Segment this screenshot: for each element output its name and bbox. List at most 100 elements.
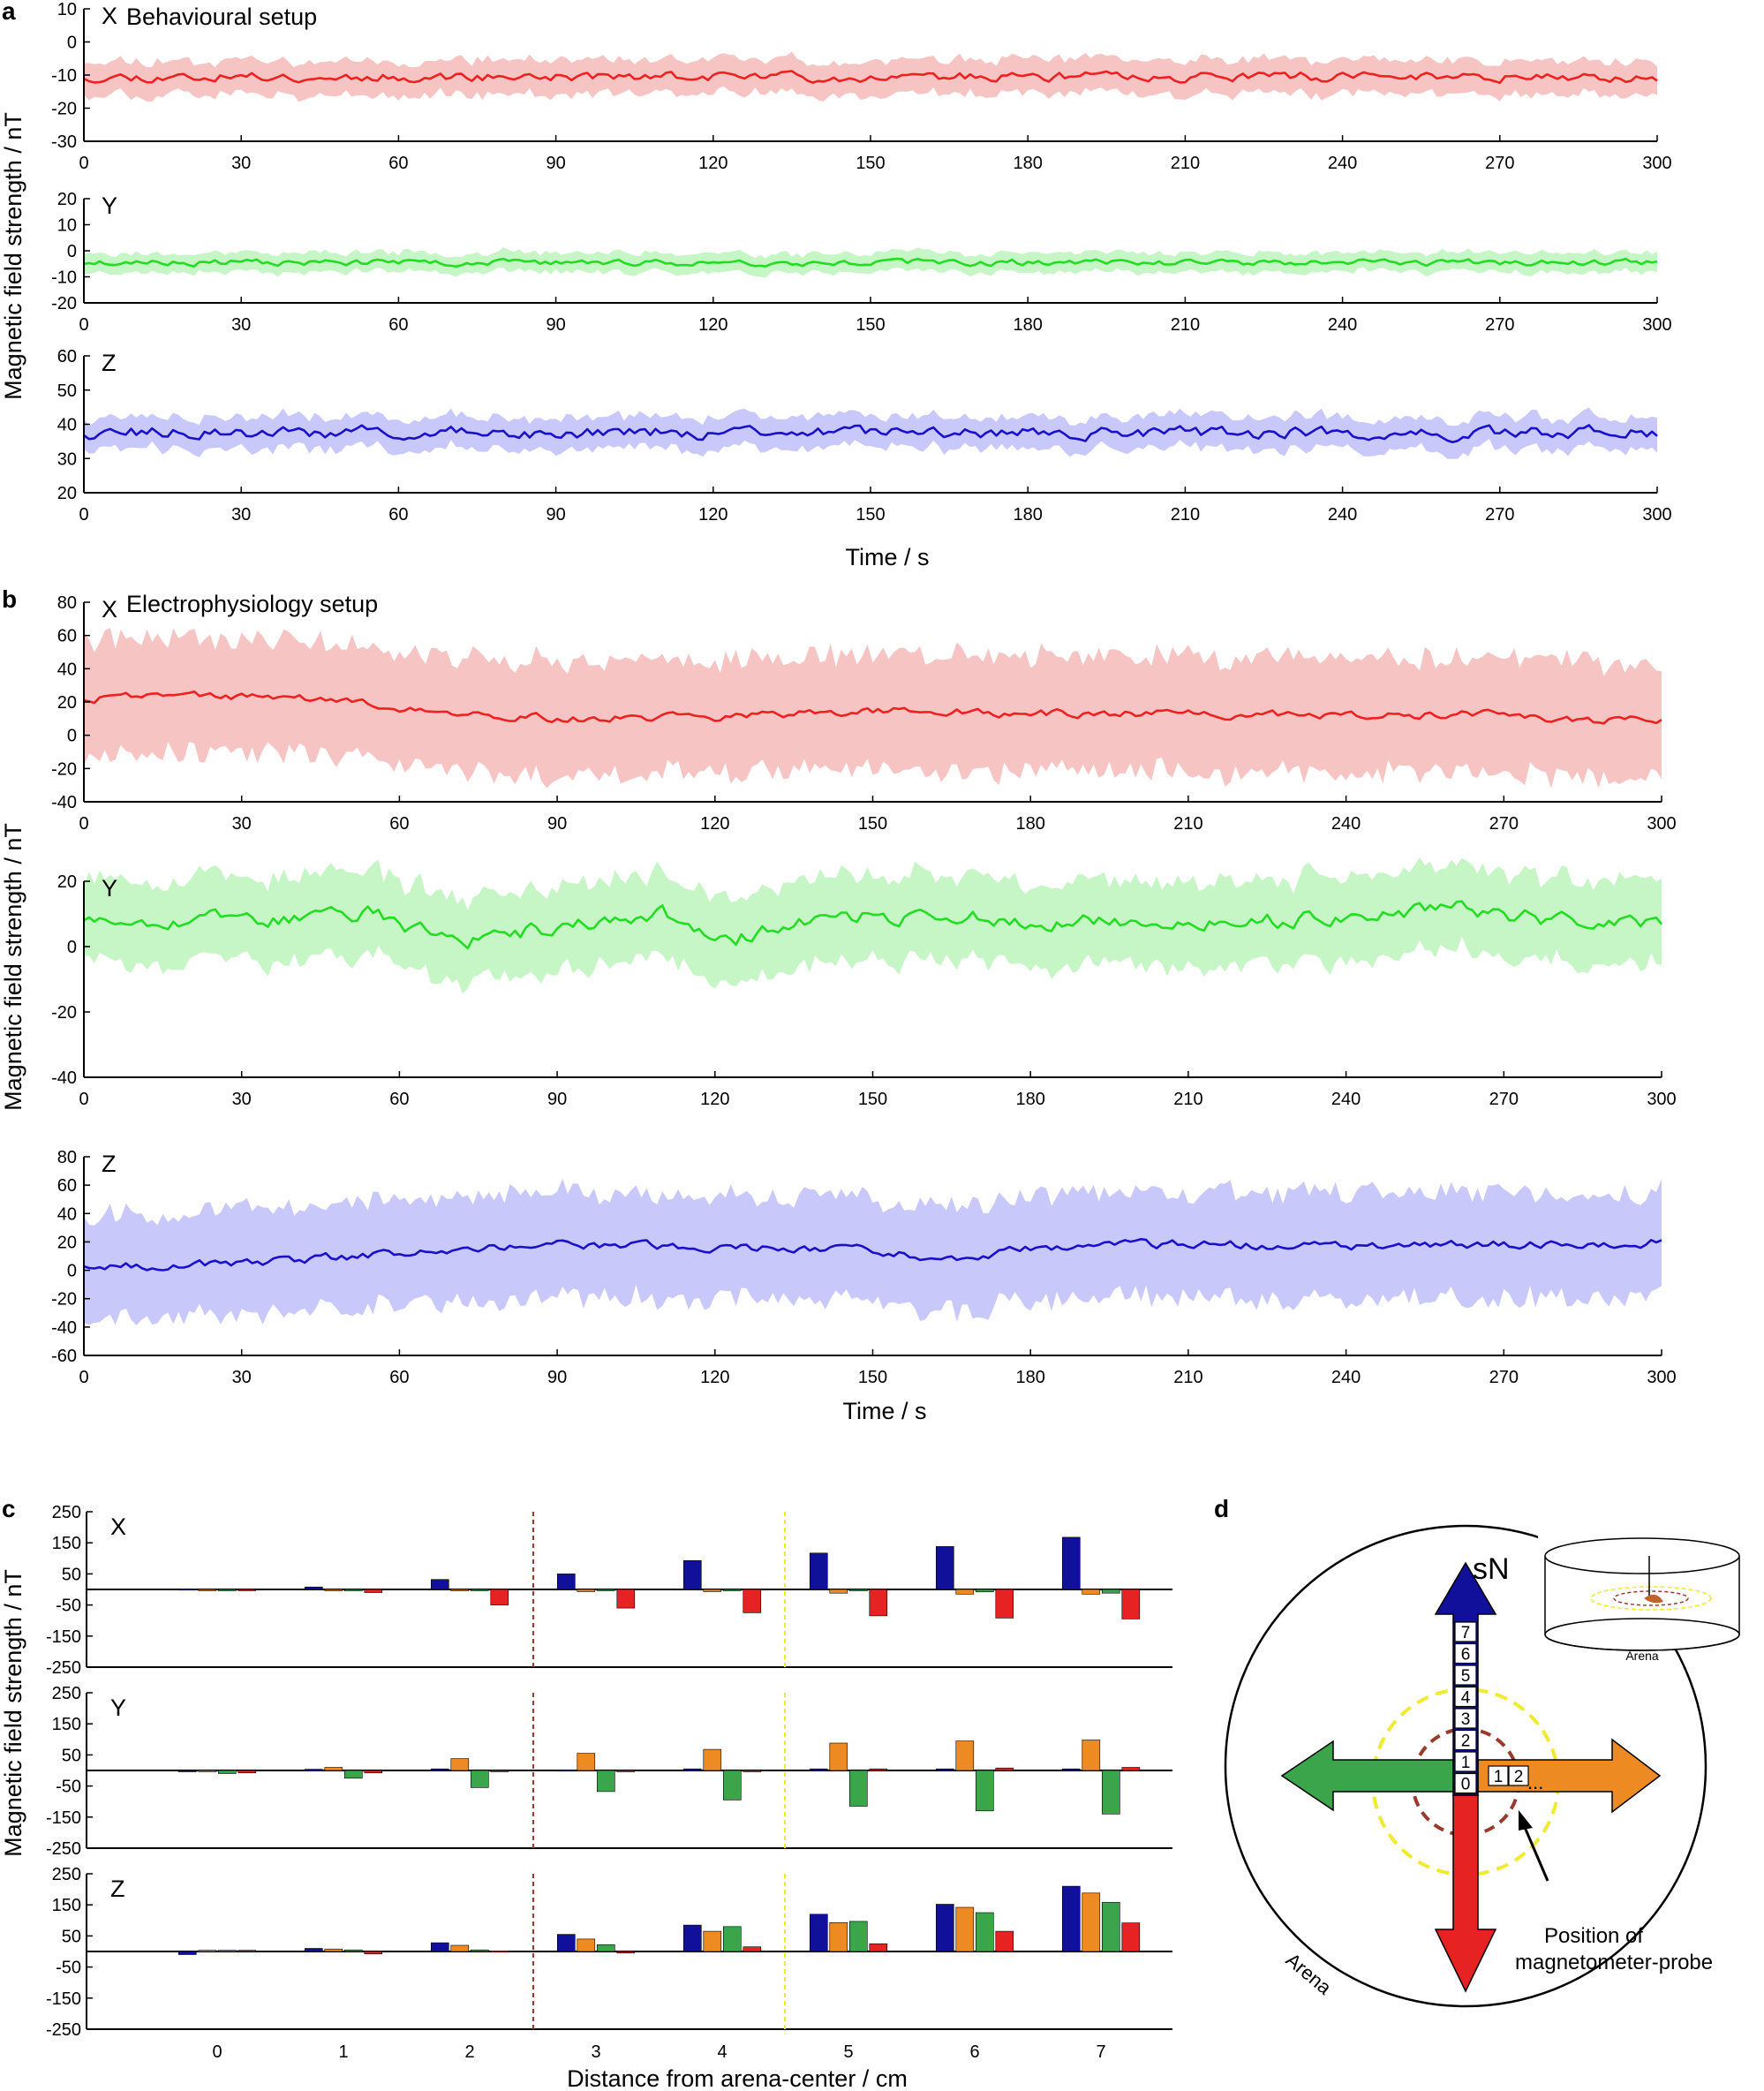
bar-c-z-7-2	[1102, 1902, 1120, 1952]
x-tick-label-b-x: 180	[1016, 814, 1045, 834]
x-tick-label-b-y: 210	[1173, 1090, 1202, 1109]
x-tick-label-b-y: 90	[547, 1090, 567, 1109]
bar-c-z-2-3	[490, 1951, 509, 1953]
y-tick-label-a-z: 30	[57, 449, 77, 469]
y-tick-label-c-z: -150	[46, 1989, 81, 2009]
bar-c-x-2-0	[430, 1579, 449, 1590]
x-tick-label-b-z: 30	[232, 1368, 252, 1387]
distance-box-east-2	[1508, 1765, 1529, 1786]
bar-c-x-3-2	[596, 1589, 615, 1591]
y-tick-label-c-y: -250	[46, 1839, 81, 1859]
bar-c-x-1-0	[304, 1586, 323, 1590]
x-tick-label-c: 4	[717, 2042, 727, 2062]
y-tick-label-b-y: 0	[67, 938, 77, 957]
mean-line-b-x	[83, 691, 1662, 725]
x-tick-label-a-y: 150	[856, 315, 885, 335]
distance-number-east-2: 2	[1514, 1768, 1524, 1786]
bar-c-x-2-1	[450, 1589, 470, 1591]
distance-number-north-7: 7	[1461, 1624, 1471, 1642]
x-tick-label-b-y: 0	[79, 1090, 88, 1109]
panel-letter-c: c	[2, 1495, 16, 1522]
x-tick-label-b-z: 0	[79, 1368, 88, 1387]
inset-cylinder-top	[1544, 1537, 1740, 1574]
bar-c-y-7-0	[1062, 1768, 1081, 1771]
panel-a-xlabel: Time / s	[845, 544, 929, 570]
bar-c-z-3-3	[616, 1951, 636, 1954]
south-arrow	[1434, 1794, 1497, 1993]
distance-box-north-5	[1454, 1664, 1477, 1686]
x-tick-label-b-x: 0	[79, 814, 88, 834]
bar-c-y-6-2	[976, 1770, 994, 1812]
x-tick-label-b-x: 150	[858, 814, 887, 834]
x-tick-label-a-x: 90	[546, 154, 565, 173]
bar-c-x-4-3	[743, 1589, 762, 1613]
y-tick-label-a-x: 10	[57, 0, 77, 19]
bar-c-z-6-1	[955, 1906, 975, 1952]
bar-c-y-4-1	[703, 1748, 722, 1771]
x-tick-label-a-y: 300	[1642, 315, 1671, 335]
bar-c-z-2-2	[470, 1949, 489, 1952]
bar-c-x-5-1	[829, 1589, 848, 1594]
x-tick-label-a-x: 150	[856, 154, 885, 173]
bar-c-x-4-0	[682, 1560, 702, 1590]
y-tick-label-c-x: 250	[52, 1503, 81, 1522]
component-label-b-x: X	[102, 596, 117, 623]
y-tick-label-c-x: -50	[56, 1597, 81, 1616]
bar-c-y-1-0	[304, 1769, 323, 1771]
bar-c-z-5-0	[809, 1914, 828, 1952]
x-tick-label-b-z: 270	[1489, 1368, 1519, 1387]
x-tick-label-a-x: 240	[1328, 154, 1357, 173]
mean-line-b-z	[83, 1238, 1662, 1272]
bar-c-y-5-1	[829, 1742, 848, 1771]
x-tick-label-b-x: 210	[1173, 814, 1202, 834]
bar-c-x-0-0	[178, 1589, 197, 1591]
y-tick-label-a-z: 60	[57, 347, 77, 366]
x-tick-label-b-z: 150	[858, 1368, 887, 1387]
y-tick-label-c-x: -250	[46, 1658, 81, 1678]
y-tick-label-a-y: -10	[51, 268, 77, 288]
panel-c-xlabel: Distance from arena-center / cm	[567, 2065, 908, 2091]
x-tick-label-b-z: 90	[547, 1368, 567, 1387]
x-tick-label-b-z: 210	[1173, 1368, 1202, 1387]
distance-box-east-1	[1488, 1765, 1509, 1786]
y-tick-label-a-x: -10	[51, 66, 77, 86]
distance-box-north-1	[1454, 1751, 1477, 1772]
bar-c-z-5-2	[848, 1921, 868, 1952]
bar-c-y-7-3	[1121, 1767, 1141, 1771]
bar-c-y-6-0	[936, 1768, 954, 1771]
y-tick-label-b-z: -20	[51, 1290, 77, 1310]
bar-c-y-0-2	[218, 1770, 237, 1774]
bar-c-z-4-1	[703, 1930, 722, 1952]
bar-c-y-0-3	[237, 1770, 257, 1774]
y-tick-label-b-z: 40	[57, 1204, 77, 1224]
x-tick-label-b-z: 60	[389, 1368, 409, 1387]
y-tick-label-c-x: -150	[46, 1627, 81, 1647]
x-tick-label-b-z: 180	[1016, 1368, 1045, 1387]
bar-c-z-4-2	[722, 1926, 742, 1952]
north-label: sN	[1473, 1552, 1510, 1586]
probe-pointer-line	[1522, 1824, 1549, 1882]
component-label-a-x: X	[102, 3, 117, 29]
distance-number-north-0: 0	[1461, 1776, 1471, 1794]
y-tick-label-b-y: 20	[57, 872, 77, 892]
bar-c-y-3-1	[577, 1753, 596, 1771]
bar-c-z-3-0	[556, 1934, 576, 1952]
x-tick-label-b-y: 30	[232, 1090, 252, 1109]
bar-c-z-5-1	[829, 1922, 848, 1952]
panel-letter-a: a	[2, 0, 16, 25]
panel-c-ylabel: Magnetic field strength / nT	[0, 1569, 26, 1857]
x-tick-label-b-y: 60	[389, 1090, 409, 1109]
bar-c-x-5-3	[869, 1589, 888, 1617]
y-tick-label-a-z: 20	[57, 484, 77, 503]
x-tick-label-a-y: 210	[1171, 315, 1200, 335]
x-tick-label-a-z: 150	[856, 505, 885, 525]
bar-c-z-7-3	[1121, 1922, 1141, 1952]
bar-c-z-0-1	[198, 1950, 217, 1952]
bar-c-x-4-2	[722, 1589, 742, 1591]
bar-c-z-4-3	[743, 1946, 762, 1952]
bar-c-x-3-0	[556, 1574, 576, 1590]
bar-c-y-3-2	[596, 1770, 615, 1793]
ellipsis: ...	[1527, 1771, 1543, 1793]
